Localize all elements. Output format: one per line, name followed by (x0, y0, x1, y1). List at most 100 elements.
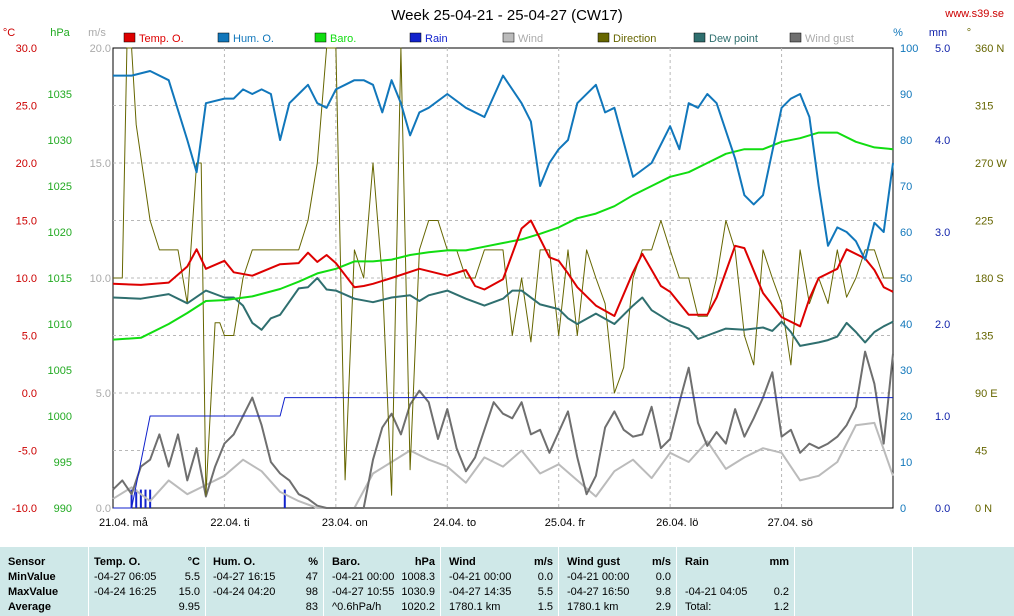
temp-max-value: 15.0 (178, 586, 200, 598)
hum-tick-label: 60 (900, 227, 912, 239)
temp-col-title: Temp. O. (94, 556, 141, 568)
hum-tick-label: 80 (900, 135, 912, 147)
dir-tick-label: 360 N (975, 43, 1004, 55)
maxvalue-label: MaxValue (8, 586, 59, 598)
hum-tick-label: 90 (900, 89, 912, 101)
legend-swatch (597, 32, 610, 43)
rain-col-unit: mm (769, 556, 789, 568)
temp-col-unit: °C (187, 556, 200, 568)
temp-tick-label: -5.0 (18, 446, 37, 458)
x-tick-label: 21.04. må (99, 517, 149, 529)
temp-tick-label: 30.0 (16, 43, 37, 55)
x-tick-label: 23.04. on (322, 517, 368, 529)
dir-tick-label: 45 (975, 446, 987, 458)
baro-trend: ^0.6hPa/h (332, 601, 382, 613)
dir-unit-label: ° (967, 27, 971, 39)
temp-unit-label: °C (3, 27, 15, 39)
legend-swatch (409, 32, 422, 43)
hum-tick-label: 100 (900, 43, 918, 55)
x-tick-label: 25.04. fr (545, 517, 586, 529)
temp-tick-label: 0.0 (22, 388, 37, 400)
legend-label: Baro. (330, 33, 356, 45)
chart-title: Week 25-04-21 - 25-04-27 (CW17) (391, 7, 623, 24)
legend-swatch (502, 32, 515, 43)
dir-tick-label: 315 (975, 101, 993, 113)
temp-min-value: 5.5 (184, 571, 200, 583)
empty-column-1 (794, 547, 913, 616)
wind-column: Wind m/s -04-21 00:00 0.0 -04-27 14:35 5… (440, 547, 559, 616)
gust-avg-value: 2.9 (655, 601, 671, 613)
gust-max-time: -04-27 16:50 (567, 586, 630, 598)
baro-tick-label: 1035 (48, 89, 72, 101)
baro-column: Baro. hPa -04-21 00:00 1008.3 -04-27 10:… (323, 547, 441, 616)
rain-tick-label: 5.0 (935, 43, 950, 55)
x-tick-label: 27.04. sö (768, 517, 813, 529)
hum-col-unit: % (308, 556, 318, 568)
legend-label: Dew point (709, 33, 758, 45)
rain-total-value: 1.2 (773, 601, 789, 613)
wind-max-value: 5.5 (537, 586, 553, 598)
temp-tick-label: -10.0 (12, 503, 37, 515)
series-line-rain (113, 397, 893, 509)
baro-col-title: Baro. (332, 556, 361, 568)
gust-distance: 1780.1 km (567, 601, 619, 613)
hum-col-title: Hum. O. (213, 556, 256, 568)
temp-tick-label: 20.0 (16, 158, 37, 170)
rain-column: Rain mm -04-21 04:05 0.2 Total: 1.2 (676, 547, 795, 616)
baro-avg-value: 1020.2 (401, 601, 435, 613)
rain-tick-label: 0.0 (935, 503, 950, 515)
wind-tick-label: 5.0 (96, 388, 111, 400)
dir-tick-label: 0 N (975, 503, 992, 515)
gust-column: Wind gust m/s -04-21 00:00 0.0 -04-27 16… (558, 547, 677, 616)
dir-tick-label: 225 (975, 216, 993, 228)
hum-tick-label: 0 (900, 503, 906, 515)
wind-tick-label: 10.0 (90, 273, 111, 285)
dir-tick-label: 180 S (975, 273, 1004, 285)
legend-label: Temp. O. (139, 33, 184, 45)
wind-col-title: Wind (449, 556, 476, 568)
hum-avg-value: 83 (305, 601, 318, 613)
hum-tick-label: 40 (900, 319, 912, 331)
baro-tick-label: 1015 (48, 273, 72, 285)
legend-label: Direction (613, 33, 656, 45)
hum-tick-label: 20 (900, 411, 912, 423)
baro-tick-label: 1025 (48, 181, 72, 193)
series-line-temp-o (112, 219, 894, 328)
rain-tick-label: 4.0 (935, 135, 950, 147)
hum-min-time: -04-27 16:15 (213, 571, 276, 583)
average-label: Average (8, 601, 52, 613)
wind-tick-label: 20.0 (90, 43, 111, 55)
wind-tick-label: 15.0 (90, 158, 111, 170)
empty-column-2 (912, 547, 1014, 616)
minvalue-label: MinValue (8, 571, 56, 583)
rain-tick-label: 2.0 (935, 319, 950, 331)
hum-tick-label: 50 (900, 273, 912, 285)
legend-label: Rain (425, 33, 448, 45)
baro-unit-label: hPa (50, 27, 70, 39)
hum-column: Hum. O. % -04-27 16:15 47 -04-24 04:20 9… (205, 547, 324, 616)
hum-unit-label: % (893, 27, 903, 39)
gust-max-value: 9.8 (655, 586, 671, 598)
gust-min-time: -04-21 00:00 (567, 571, 630, 583)
summary-table: Sensor MinValue MaxValue Average Temp. O… (0, 546, 1014, 616)
baro-tick-label: 995 (54, 457, 72, 469)
rain-tick-label: 1.0 (935, 411, 950, 423)
temp-tick-label: 5.0 (22, 331, 37, 343)
temp-min-time: -04-27 06:05 (94, 571, 157, 583)
legend-label: Wind (518, 33, 543, 45)
rain-col-title: Rain (685, 556, 709, 568)
rain-tick-label: 3.0 (935, 227, 950, 239)
hum-max-time: -04-24 04:20 (213, 586, 276, 598)
baro-tick-label: 1005 (48, 365, 72, 377)
baro-tick-label: 990 (54, 503, 72, 515)
baro-col-unit: hPa (414, 556, 435, 568)
weather-chart: Week 25-04-21 - 25-04-27 (CW17) www.s39.s… (3, 7, 1008, 529)
legend-swatch (789, 32, 802, 43)
temp-avg-value: 9.95 (178, 601, 200, 613)
x-tick-label: 26.04. lö (656, 517, 698, 529)
legend-swatch (123, 32, 136, 43)
wind-col-unit: m/s (534, 556, 553, 568)
temp-tick-label: 25.0 (16, 101, 37, 113)
series-line-dew-point (112, 277, 894, 347)
temp-max-time: -04-24 16:25 (94, 586, 157, 598)
